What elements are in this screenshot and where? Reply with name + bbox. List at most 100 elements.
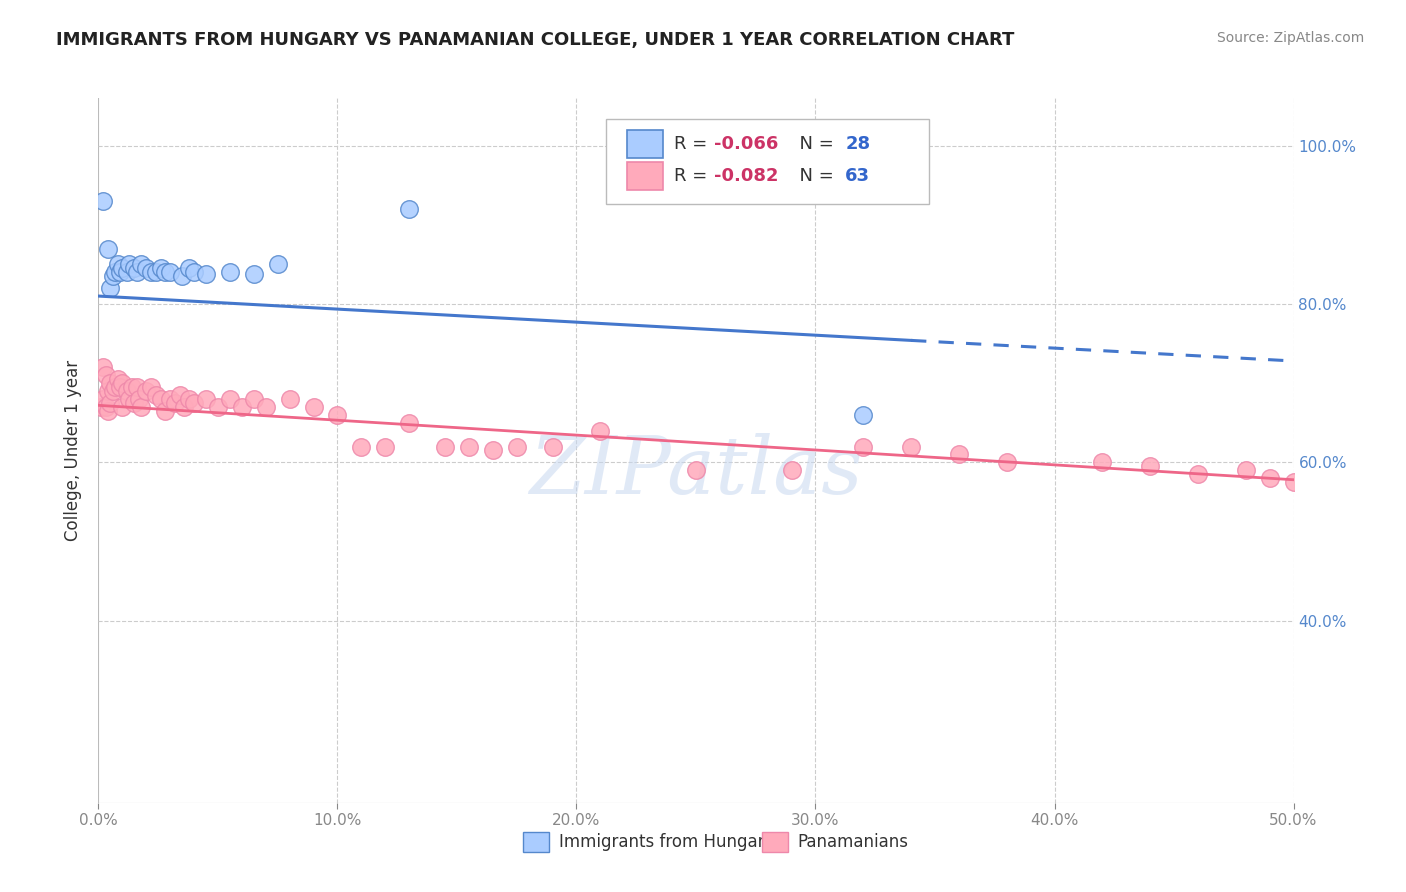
Point [97, 404, 120, 418]
Point [179, 261, 201, 276]
Point [149, 261, 172, 276]
Point [398, 416, 420, 430]
Point [139, 380, 162, 394]
Point [159, 265, 181, 279]
Point [91, 360, 114, 375]
Point [104, 380, 127, 394]
FancyBboxPatch shape [627, 162, 662, 190]
Point [90, 400, 112, 414]
FancyBboxPatch shape [762, 832, 787, 852]
Point [94, 368, 117, 383]
Point [128, 392, 150, 406]
Point [172, 269, 194, 284]
Point [111, 376, 134, 391]
Point [398, 202, 420, 216]
Point [1139, 459, 1161, 474]
Text: 63: 63 [845, 168, 870, 186]
Point [254, 400, 277, 414]
Point [278, 392, 301, 406]
Point [481, 443, 505, 458]
Point [125, 380, 148, 394]
Point [98, 281, 122, 295]
Point [852, 408, 875, 422]
Point [195, 392, 218, 406]
Text: N =: N = [787, 168, 839, 186]
Text: R =: R = [675, 135, 713, 153]
Point [1187, 467, 1209, 482]
Point [107, 257, 129, 271]
Point [243, 267, 266, 281]
Text: Immigrants from Hungary: Immigrants from Hungary [558, 833, 773, 851]
Point [139, 265, 162, 279]
Point [101, 384, 124, 398]
Point [94, 400, 117, 414]
Point [101, 269, 124, 284]
Point [118, 392, 141, 406]
Point [179, 392, 201, 406]
Point [155, 265, 177, 279]
Point [115, 384, 138, 398]
Text: IMMIGRANTS FROM HUNGARY VS PANAMANIAN COLLEGE, UNDER 1 YEAR CORRELATION CHART: IMMIGRANTS FROM HUNGARY VS PANAMANIAN CO… [56, 31, 1015, 49]
Point [1234, 463, 1257, 477]
Point [145, 388, 167, 402]
Point [145, 265, 167, 279]
Point [541, 440, 564, 454]
Point [111, 400, 134, 414]
Point [506, 440, 529, 454]
Point [125, 265, 148, 279]
Text: N =: N = [787, 135, 839, 153]
Point [98, 376, 122, 391]
Point [124, 396, 146, 410]
Point [108, 265, 131, 279]
Point [219, 392, 242, 406]
Point [159, 392, 181, 406]
Point [135, 384, 157, 398]
Point [183, 265, 205, 279]
Point [107, 372, 129, 386]
Point [374, 440, 396, 454]
Point [98, 396, 122, 410]
Point [995, 455, 1018, 469]
Point [195, 267, 218, 281]
Point [97, 384, 120, 398]
FancyBboxPatch shape [523, 832, 548, 852]
Point [1282, 475, 1305, 490]
Point [111, 261, 134, 276]
Text: ZIPatlas: ZIPatlas [529, 433, 863, 510]
Point [115, 265, 138, 279]
Point [948, 447, 970, 461]
Point [131, 400, 153, 414]
Text: R =: R = [675, 168, 713, 186]
Point [267, 257, 290, 271]
Point [231, 400, 253, 414]
Point [1258, 471, 1281, 485]
Text: -0.082: -0.082 [714, 168, 779, 186]
Point [91, 194, 114, 208]
Point [104, 265, 127, 279]
Point [589, 424, 612, 438]
Point [118, 257, 141, 271]
FancyBboxPatch shape [606, 120, 929, 204]
Point [131, 257, 153, 271]
Point [108, 380, 131, 394]
Point [163, 396, 186, 410]
FancyBboxPatch shape [627, 130, 662, 158]
Point [121, 380, 143, 394]
Point [900, 440, 922, 454]
Point [852, 440, 875, 454]
Point [780, 463, 803, 477]
Point [155, 404, 177, 418]
Point [169, 388, 191, 402]
Text: -0.066: -0.066 [714, 135, 779, 153]
Text: Source: ZipAtlas.com: Source: ZipAtlas.com [1216, 31, 1364, 45]
Point [183, 396, 205, 410]
Point [685, 463, 707, 477]
Point [350, 440, 373, 454]
Point [149, 392, 172, 406]
Point [243, 392, 266, 406]
Text: 28: 28 [845, 135, 870, 153]
Y-axis label: College, Under 1 year: College, Under 1 year [65, 359, 83, 541]
Point [458, 440, 481, 454]
Point [91, 392, 114, 406]
Point [302, 400, 325, 414]
